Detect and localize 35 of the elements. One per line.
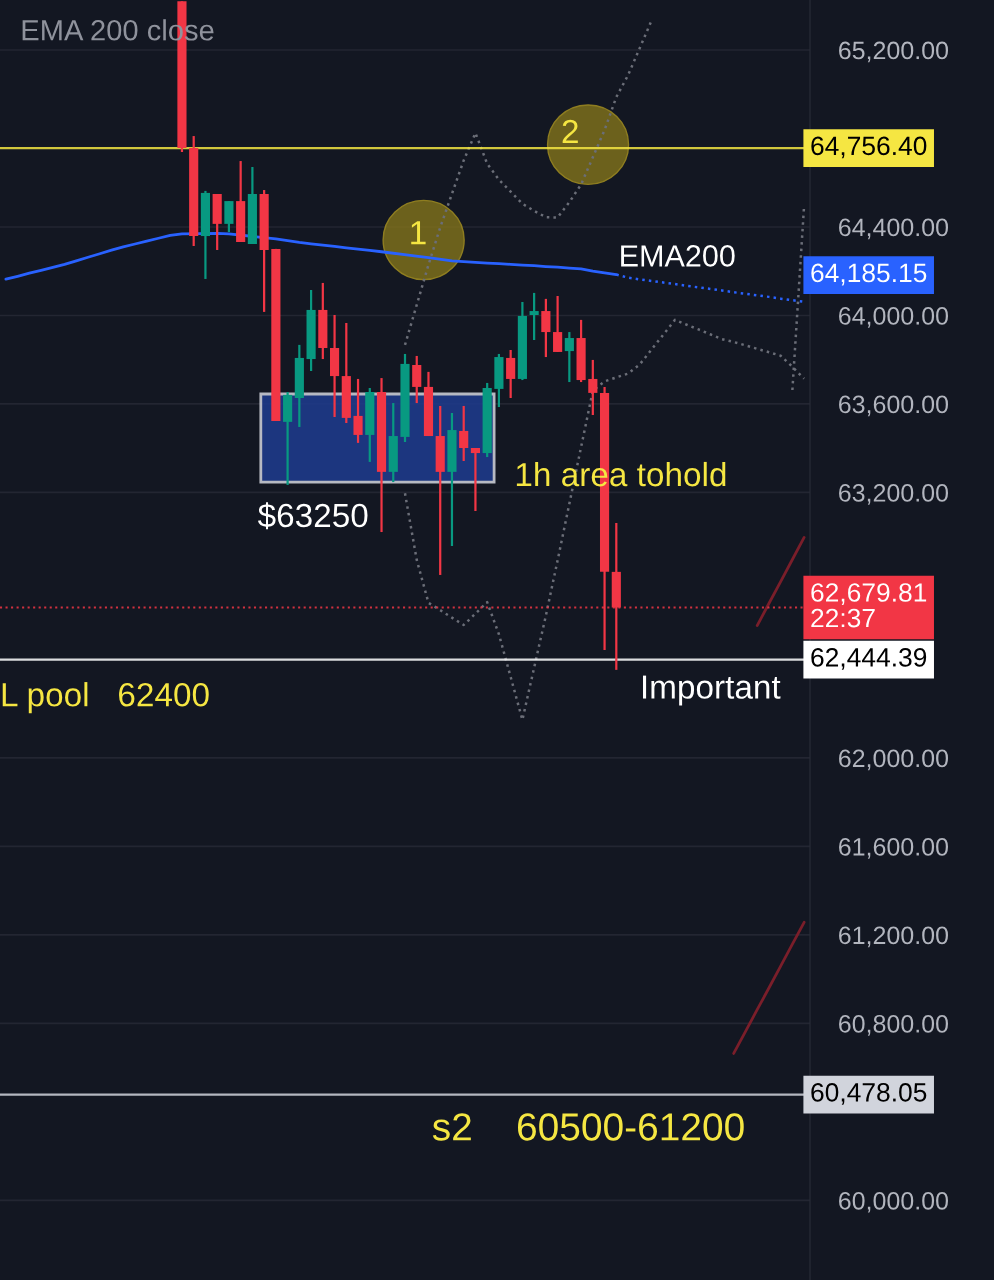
ref-line-label: 62,444.39 (811, 648, 927, 670)
y-tick-label: 62,000.00 (839, 749, 949, 771)
annotation: 2 (562, 119, 578, 144)
annotation: 1 (411, 221, 426, 245)
y-tick-label: 64,400.00 (839, 218, 949, 240)
y-tick-label: 63,600.00 (839, 395, 949, 417)
y-tick-label: 60,800.00 (839, 1014, 949, 1036)
ref-line-label: 64,756.40 (811, 136, 927, 159)
candlestick (588, 358, 598, 417)
y-tick-label: 60,000.00 (839, 1191, 949, 1213)
annotation: s2 60500-61200 (432, 1113, 744, 1141)
candlestick (470, 446, 481, 513)
candlestick (224, 199, 234, 234)
annotation: $63250 (257, 502, 368, 530)
candlestick (529, 291, 539, 342)
candlestick (553, 294, 563, 354)
line-series (755, 535, 806, 628)
ref-line-label: 60,478.05 (811, 1083, 927, 1105)
candlestick (459, 404, 469, 463)
candlestick (412, 354, 422, 405)
legend-label: EMA200 (621, 245, 735, 267)
line-series (732, 920, 806, 1055)
annotation: Important (642, 675, 781, 706)
annotation: L pool 62400 (2, 682, 209, 714)
ref-line-label: 62,679.81 22:37 (811, 583, 927, 628)
text: 64,185.15 (811, 263, 927, 286)
y-tick-label: 63,200.00 (839, 484, 949, 505)
y-tick-label: 65,200.00 (839, 41, 949, 63)
candlestick (564, 330, 574, 384)
candlestick (353, 377, 363, 444)
y-tick-label: 61,600.00 (839, 838, 949, 859)
y-tick-label: 61,200.00 (839, 926, 949, 948)
candlestick (506, 348, 516, 400)
y-tick-label: 64,000.00 (839, 307, 949, 328)
candlestick (541, 297, 551, 359)
